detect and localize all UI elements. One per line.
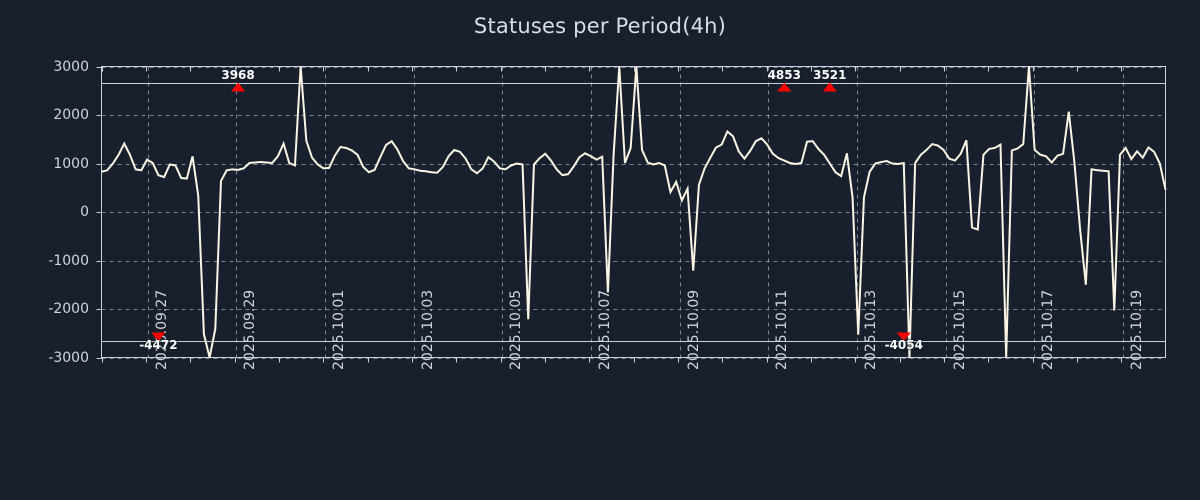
trough-value-label: -4472 xyxy=(139,338,178,353)
plot-frame xyxy=(101,66,1166,358)
clip-threshold-lines xyxy=(101,83,1166,342)
peak-value-label: 4853 xyxy=(767,67,801,82)
axis-tick-marks xyxy=(96,66,1122,363)
y-tick-label: 3000 xyxy=(53,58,89,75)
y-tick-label: -3000 xyxy=(48,349,89,366)
y-tick-label: 0 xyxy=(80,204,89,220)
peak-value-label: 3521 xyxy=(813,67,847,82)
chart-title: Statuses per Period(4h) xyxy=(473,14,727,38)
y-tick-label: -1000 xyxy=(48,252,89,269)
grid-lines xyxy=(101,66,1166,359)
extreme-value-markers xyxy=(151,82,911,342)
data-series-line xyxy=(101,66,1167,358)
peak-value-label: 3968 xyxy=(221,67,255,82)
y-tick-label: 1000 xyxy=(53,155,89,172)
trough-value-label: -4054 xyxy=(884,338,923,353)
y-tick-label: 2000 xyxy=(53,107,89,123)
y-tick-label: -2000 xyxy=(48,301,89,317)
